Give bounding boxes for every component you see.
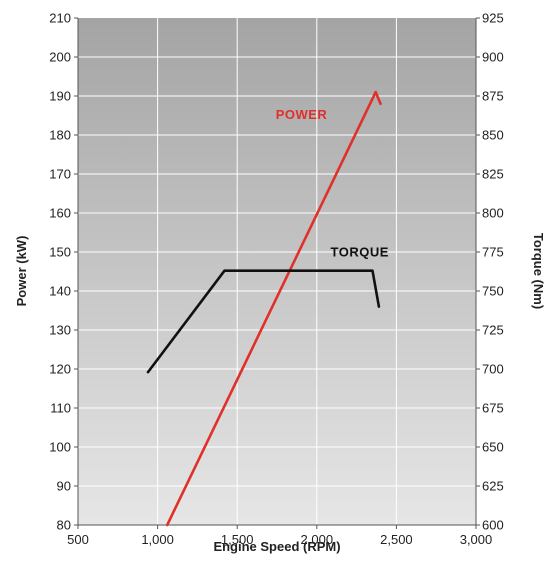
series-line-power — [165, 90, 382, 527]
y-tick-label: 80 — [57, 518, 71, 533]
y-tick-label: 150 — [49, 245, 71, 260]
y-tick-label: 170 — [49, 167, 71, 182]
y-tick-label: 210 — [49, 11, 71, 26]
y2-tick-label: 825 — [482, 167, 504, 182]
x-tick-label: 500 — [67, 532, 89, 547]
series-lines — [146, 90, 382, 527]
y-tick-label: 180 — [49, 128, 71, 143]
tick-labels: 500 1,000 1,500 2,000 2,500 3,000 80 90 100 110 12… — [49, 11, 503, 548]
x-tick-label: 3,000 — [460, 532, 493, 547]
x-axis-title: Engine Speed (RPM) — [213, 539, 340, 554]
y2-tick-label: 725 — [482, 323, 504, 338]
y2-tick-label: 750 — [482, 284, 504, 299]
y-tick-label: 200 — [49, 50, 71, 65]
y-tick-label: 100 — [49, 440, 71, 455]
y-tick-label: 140 — [49, 284, 71, 299]
x-tick-label: 1,000 — [141, 532, 174, 547]
y2-tick-label: 925 — [482, 11, 504, 26]
y2-tick-label: 625 — [482, 479, 504, 494]
y2-tick-label: 850 — [482, 128, 504, 143]
y-tick-label: 90 — [57, 479, 71, 494]
y-tick-label: 110 — [50, 401, 71, 416]
y-axis-title: Power (kW) — [14, 236, 29, 307]
y2-tick-label: 875 — [482, 89, 504, 104]
series-label-power: POWER — [276, 107, 328, 122]
x-tick-label: 2,000 — [301, 532, 334, 547]
series-line-torque — [146, 269, 381, 374]
x-tick-label: 2,500 — [380, 532, 413, 547]
y-tick-label: 190 — [49, 89, 71, 104]
y2-tick-label: 600 — [482, 518, 504, 533]
series-label-torque: TORQUE — [331, 245, 389, 260]
y-tick-label: 120 — [49, 362, 71, 377]
y2-axis-title: Torque (Nm) — [531, 233, 546, 309]
y2-tick-label: 650 — [482, 440, 504, 455]
y-tick-label: 130 — [49, 323, 71, 338]
axes-frame — [74, 17, 480, 529]
x-tick-label: 1,500 — [221, 532, 254, 547]
y2-tick-label: 900 — [482, 50, 504, 65]
y2-tick-label: 700 — [482, 362, 504, 377]
y-tick-label: 160 — [49, 206, 71, 221]
y2-tick-label: 675 — [482, 401, 504, 416]
y2-tick-label: 800 — [482, 206, 504, 221]
y2-tick-label: 775 — [482, 245, 504, 260]
series-labels: POWER TORQUE — [276, 107, 389, 260]
